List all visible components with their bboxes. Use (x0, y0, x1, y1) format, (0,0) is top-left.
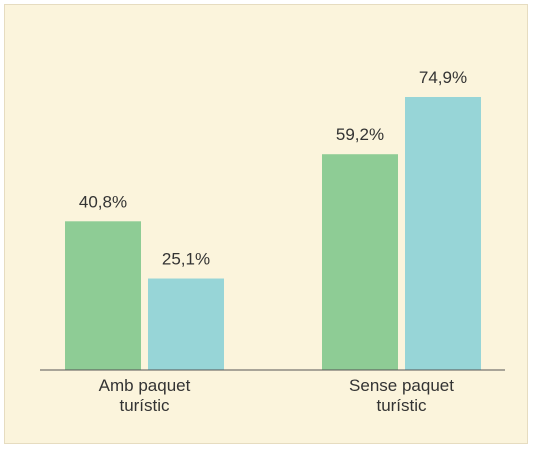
bar (148, 278, 224, 370)
x-tick-label: Amb paquet turístic (98, 376, 191, 415)
value-label: 59,2% (336, 125, 384, 144)
x-tick-label: Sense paquet turístic (349, 376, 454, 415)
value-label: 74,9% (419, 68, 467, 87)
bar (65, 221, 141, 370)
bar (322, 154, 398, 370)
value-label: 25,1% (162, 250, 210, 269)
value-label: 40,8% (79, 192, 127, 211)
bar (405, 97, 481, 370)
